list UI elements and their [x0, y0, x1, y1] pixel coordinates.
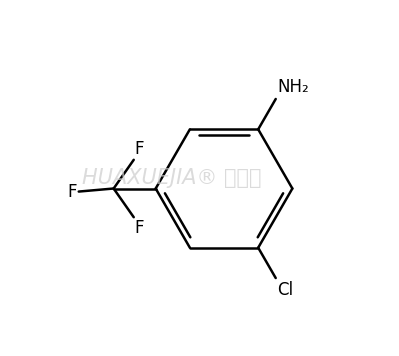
Text: F: F [134, 219, 144, 237]
Text: NH₂: NH₂ [277, 78, 309, 96]
Text: F: F [67, 183, 77, 200]
Text: Cl: Cl [277, 281, 294, 299]
Text: F: F [134, 140, 144, 158]
Text: HUAXUEJIA® 化学加: HUAXUEJIA® 化学加 [82, 168, 261, 188]
